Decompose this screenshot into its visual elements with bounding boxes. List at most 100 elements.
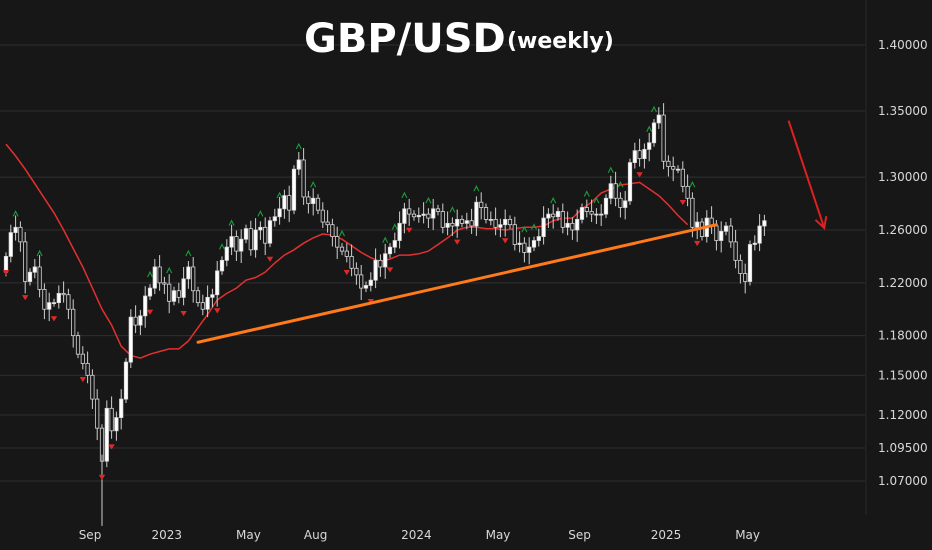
candle-body <box>445 222 450 228</box>
candle-body <box>13 226 18 234</box>
fractal-down-marker <box>679 199 687 206</box>
candle-body <box>253 229 258 251</box>
candle-body <box>335 236 340 248</box>
candle-body <box>551 213 556 218</box>
fractal-up-marker <box>339 229 345 237</box>
moving-average-line <box>5 143 689 359</box>
candle-body <box>747 244 753 282</box>
candle-body <box>613 183 618 199</box>
candle-body <box>282 195 287 210</box>
chart-subtitle: (weekly) <box>507 29 614 54</box>
fractal-markers <box>2 105 701 480</box>
candle-body <box>632 150 637 163</box>
candle-body <box>483 207 489 220</box>
candle-body <box>627 162 633 202</box>
candle-body <box>387 246 393 255</box>
candle-body <box>498 224 503 228</box>
x-tick-label: Sep <box>79 528 102 542</box>
candle-body <box>205 296 210 310</box>
candle-body <box>80 353 85 364</box>
candle-body <box>642 148 647 160</box>
candle-body <box>301 159 306 198</box>
candle-body <box>85 363 90 376</box>
candle-body <box>123 361 129 400</box>
candle-body <box>608 183 613 199</box>
candle-body <box>546 213 551 219</box>
candle-body <box>479 201 484 208</box>
candle-body <box>757 225 762 244</box>
candle-body <box>383 253 388 268</box>
y-tick-label: 1.18000 <box>878 329 928 343</box>
candle-body <box>440 211 445 228</box>
x-tick-label: May <box>236 528 261 542</box>
candle-body <box>507 218 513 226</box>
fractal-down-marker <box>453 239 461 245</box>
candle-body <box>728 225 733 243</box>
fractal-down-marker <box>636 172 643 178</box>
candle-body <box>119 398 124 418</box>
candle-body <box>263 226 268 244</box>
fractal-up-marker <box>550 196 557 204</box>
fractal-up-marker <box>12 210 19 217</box>
fractal-up-marker <box>219 243 225 250</box>
candle-body <box>3 255 9 273</box>
candle-body <box>195 290 201 304</box>
candle-body <box>719 230 724 241</box>
fractal-down-marker <box>21 295 29 301</box>
x-tick-label: 2023 <box>152 528 183 542</box>
fractal-up-marker <box>617 181 624 188</box>
y-tick-label: 1.22000 <box>878 276 928 290</box>
y-tick-label: 1.30000 <box>878 170 928 184</box>
candle-body <box>210 294 215 298</box>
candle-body <box>162 282 167 285</box>
candle-body <box>90 374 95 400</box>
fractal-up-marker <box>166 266 173 274</box>
candle-body <box>541 217 546 237</box>
candle-body <box>311 197 316 204</box>
candle-body <box>171 290 177 302</box>
support-trendline <box>196 223 718 344</box>
y-axis: 1.40000 1.35000 1.30000 1.26000 1.22000 1.180… <box>865 0 928 515</box>
candle-body <box>272 216 277 222</box>
candle-body <box>42 289 47 310</box>
candle-body <box>138 315 143 326</box>
candle-body <box>56 292 61 304</box>
fractal-up-marker <box>147 270 153 278</box>
moving-average-series <box>5 143 689 359</box>
candle-body <box>104 407 109 462</box>
candle-body <box>378 259 383 268</box>
candle-body <box>431 208 436 219</box>
fractal-up-marker <box>607 166 614 173</box>
fractal-down-marker <box>79 377 87 383</box>
fractal-down-marker <box>50 316 58 322</box>
candle-body <box>392 240 397 248</box>
candle-body <box>450 222 455 227</box>
candle-body <box>723 225 729 232</box>
y-tick-label: 1.40000 <box>878 38 928 52</box>
fractal-up-marker <box>651 105 657 113</box>
fractal-down-marker <box>405 227 413 233</box>
candle-body <box>671 166 676 170</box>
candle-body <box>18 226 23 243</box>
candle-body <box>95 398 100 429</box>
candle-body <box>128 316 133 363</box>
fractal-up-marker <box>425 196 432 204</box>
candle-body <box>493 218 498 228</box>
y-tick-label: 1.07000 <box>878 474 928 488</box>
candle-body <box>27 271 33 282</box>
candle-body <box>277 208 282 218</box>
fractal-up-marker <box>276 191 283 199</box>
candle-body <box>186 266 191 280</box>
y-tick-label: 1.12000 <box>878 408 928 422</box>
candle-body <box>354 267 359 276</box>
fractal-up-marker <box>473 184 480 192</box>
candle-body <box>647 142 652 150</box>
x-axis: Sep 2023 May Aug 2024 May Sep 2025 May <box>79 528 760 542</box>
candle-body <box>752 242 757 245</box>
candle-body <box>215 270 220 296</box>
candle-body <box>560 211 565 228</box>
grid-lines <box>0 44 865 482</box>
candle-body <box>368 279 373 286</box>
candle-body <box>618 197 623 208</box>
y-tick-label: 1.15000 <box>878 368 928 382</box>
